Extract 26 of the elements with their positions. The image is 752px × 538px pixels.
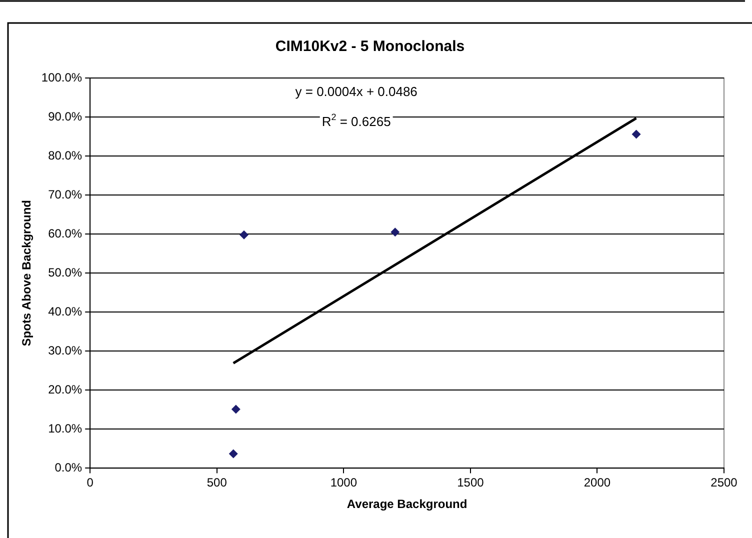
y-tick-label: 0.0%: [54, 460, 82, 475]
y-tick-label: 10.0%: [48, 421, 82, 436]
point: [240, 230, 249, 240]
x-axis-title: Average Background: [346, 497, 468, 512]
x-tick-label: 0: [86, 476, 94, 490]
point: [390, 228, 400, 237]
point: [231, 404, 240, 414]
chart-title: CIM10Kv2 - 5 Monoclonals: [275, 38, 465, 56]
x-tick-label: 1000: [330, 476, 358, 490]
y-axis-title: Spots Above Background: [20, 200, 34, 346]
y-tick-label: 80.0%: [48, 148, 82, 162]
x-tick-label: 500: [206, 476, 228, 490]
annotation: y = 0.0004x + 0.0486: [295, 84, 418, 99]
y-tick-label: 100.0%: [41, 70, 82, 84]
y-tick-label: 50.0%: [48, 265, 82, 280]
y-tick-label: 30.0%: [48, 343, 82, 358]
y-tick-label: 90.0%: [48, 109, 82, 124]
point: [228, 449, 238, 458]
y-tick-label: 60.0%: [48, 226, 82, 240]
y-tick-label: 40.0%: [48, 304, 82, 318]
point: [632, 130, 641, 139]
y-tick-label: 20.0%: [48, 382, 82, 396]
x-tick-label: 1500: [457, 476, 484, 490]
y-tick-label: 70.0%: [48, 187, 82, 202]
x-tick-label: 2500: [710, 476, 738, 490]
x-tick-label: 2000: [584, 476, 611, 490]
